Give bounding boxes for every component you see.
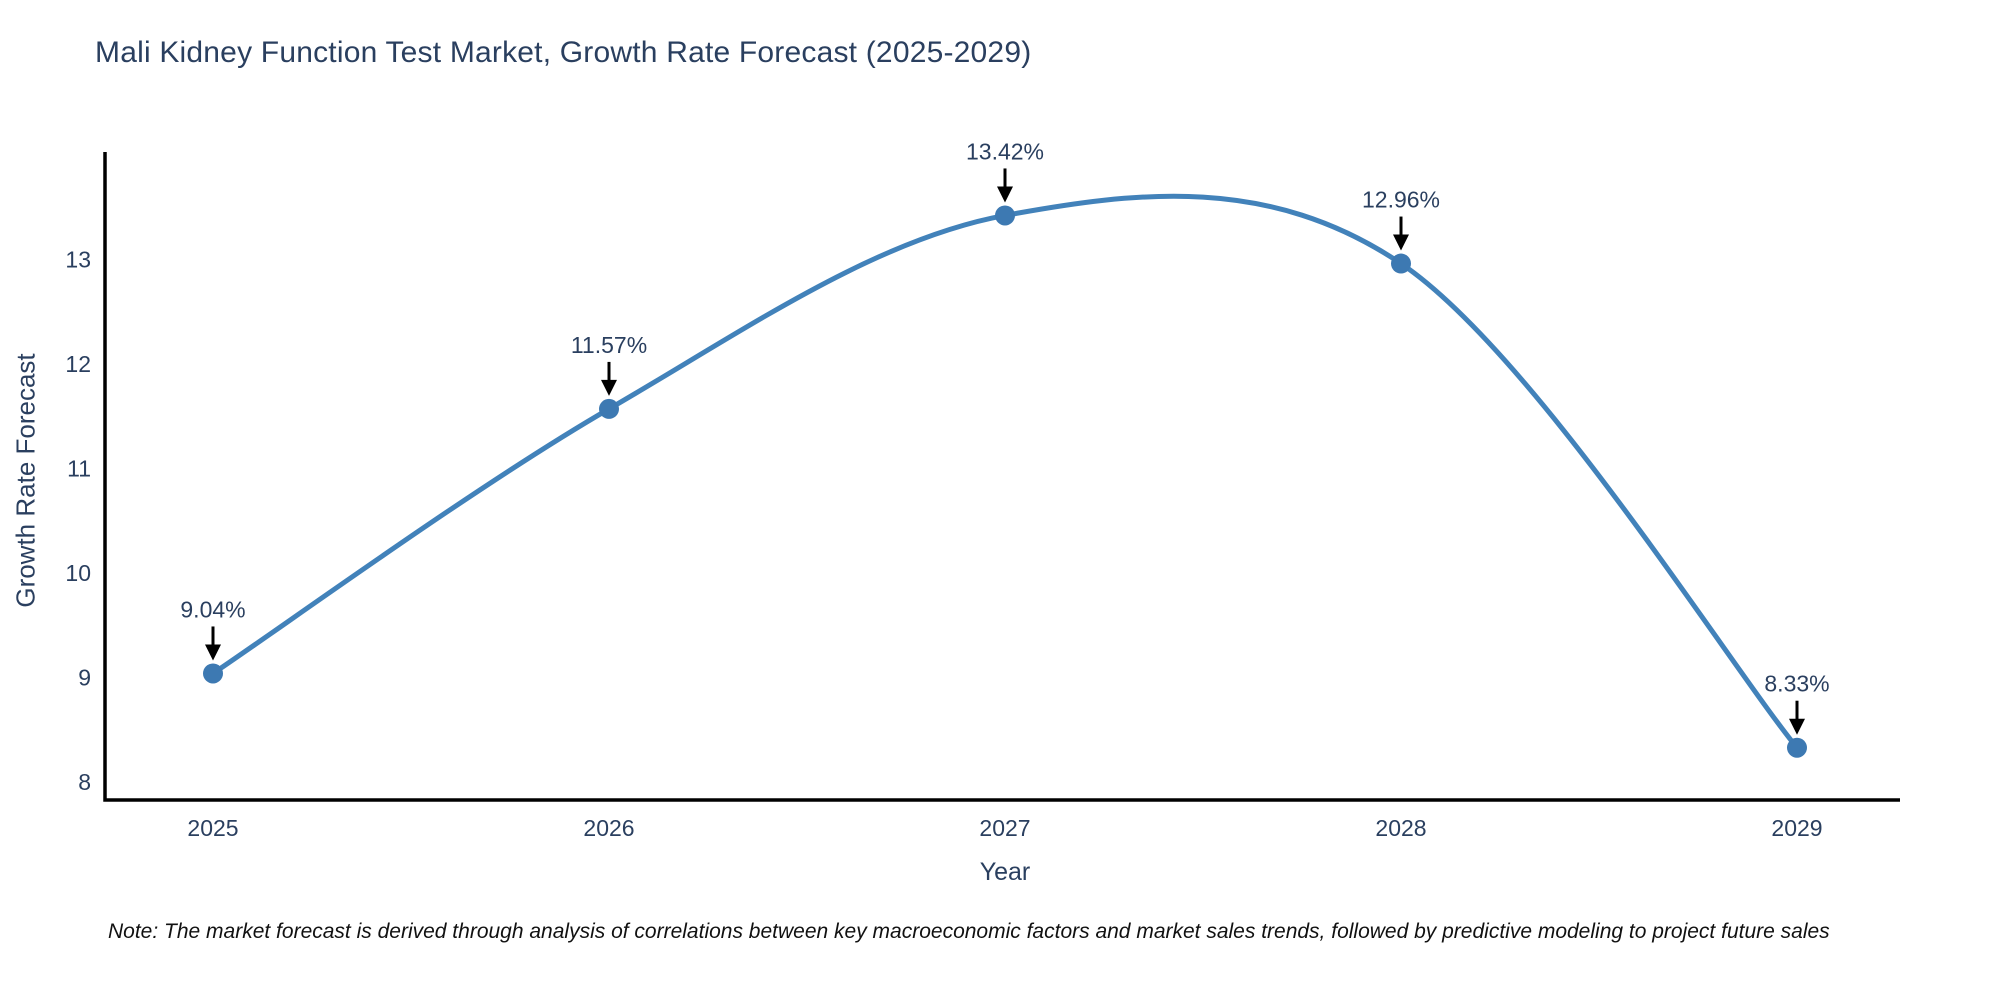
x-axis-tick-label: 2027 bbox=[979, 815, 1030, 841]
annotation-arrowhead bbox=[1789, 718, 1805, 735]
y-axis-tick-label: 10 bbox=[65, 560, 91, 586]
annotation-arrowhead bbox=[1393, 234, 1409, 251]
x-axis-title: Year bbox=[979, 858, 1031, 886]
data-point-marker[interactable] bbox=[1787, 737, 1807, 758]
x-axis-tick-label: 2028 bbox=[1375, 815, 1426, 841]
trend-line bbox=[210, 193, 1800, 751]
y-axis-tick-label: 9 bbox=[78, 665, 91, 691]
annotation-arrowhead bbox=[205, 644, 221, 661]
annotation-label: 9.04% bbox=[180, 596, 245, 622]
annotation-label: 11.57% bbox=[571, 332, 647, 358]
data-point-marker[interactable] bbox=[599, 398, 619, 419]
data-point-marker[interactable] bbox=[995, 205, 1015, 226]
data-point-marker[interactable] bbox=[203, 663, 223, 684]
x-axis-tick-label: 2025 bbox=[187, 815, 238, 841]
annotation-label: 8.33% bbox=[1764, 671, 1829, 697]
axis-line bbox=[103, 152, 1900, 802]
data-point-marker[interactable] bbox=[1391, 253, 1411, 274]
footnote: Note: The market forecast is derived thr… bbox=[108, 920, 1830, 943]
annotation-label: 12.96% bbox=[1362, 187, 1440, 213]
chart-title: Mali Kidney Function Test Market, Growth… bbox=[95, 36, 1032, 69]
y-axis-tick-label: 8 bbox=[78, 769, 91, 795]
annotation-arrowhead bbox=[997, 186, 1013, 203]
annotation-label: 13.42% bbox=[966, 138, 1044, 164]
x-axis-tick-label: 2029 bbox=[1771, 815, 1822, 841]
annotation-arrowhead bbox=[601, 379, 617, 396]
y-axis-tick-label: 11 bbox=[67, 456, 91, 482]
y-axis-tick-label: 12 bbox=[65, 351, 91, 377]
y-axis-tick-label: 13 bbox=[65, 246, 91, 272]
x-axis-tick-label: 2026 bbox=[583, 815, 634, 841]
